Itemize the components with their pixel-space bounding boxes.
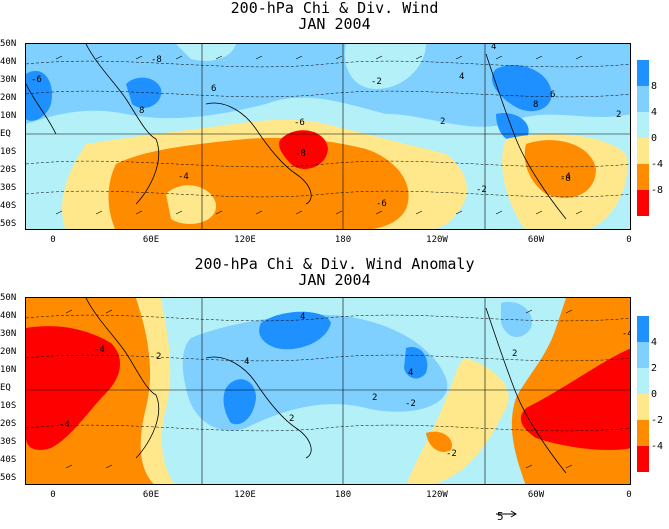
bottom-map: -4 -4 2 4 4 2 4 2 2 -2 -2 -4 [25, 297, 631, 485]
top-contour-label: -4 [178, 172, 189, 182]
top-contour-label: 2 [616, 110, 621, 120]
top-contour-label: 8 [139, 106, 144, 116]
vector-scale-arrow [496, 503, 520, 522]
top-lat-label: 20S [0, 165, 17, 175]
bottom-contour-label: -4 [59, 420, 70, 430]
top-contour-label: -2 [476, 185, 487, 195]
top-colorbar-label: -8 [651, 185, 664, 196]
top-contour-label: -8 [151, 55, 162, 65]
bottom-colorbar-label: 0 [651, 389, 658, 400]
top-contour-label: 6 [211, 84, 216, 94]
top-lat-label: 10S [0, 147, 17, 157]
bottom-lat-label: 50S [0, 473, 17, 483]
top-contour-label: 2 [440, 117, 445, 127]
bottom-lon-label: 60W [527, 490, 545, 500]
top-contour-label: 8 [533, 100, 538, 110]
top-contour-label: -8 [295, 149, 306, 159]
bottom-lon-label: 0 [50, 490, 56, 500]
bottom-lon-label: 120W [426, 490, 448, 500]
top-lat-label: EQ [0, 129, 11, 139]
bottom-lat-label: 40S [0, 455, 17, 465]
top-contour-label: 4 [459, 72, 464, 82]
top-contour-label: -6 [31, 75, 42, 85]
top-colorbar-label: 0 [651, 133, 658, 144]
top-colorbar [637, 60, 649, 216]
bottom-lat-label: 20S [0, 419, 17, 429]
bottom-colorbar-label: 2 [651, 363, 658, 374]
bottom-contour-label: 4 [300, 312, 305, 322]
bottom-contour-label: -2 [405, 399, 416, 409]
top-map: -8 -6 -4 -2 2 4 6 8 -6 -4 -8 -2 4 -6 -8 … [25, 43, 631, 230]
top-lat-label: 40N [0, 57, 17, 67]
bottom-contour-label: 2 [156, 352, 161, 362]
top-lon-label: 0 [626, 235, 632, 245]
top-lon-label: 180 [334, 235, 352, 245]
top-subtitle: JAN 2004 [298, 15, 371, 33]
top-contour-label: -8 [560, 174, 571, 184]
top-lat-label: 30N [0, 75, 17, 85]
bottom-lon-label: 120E [234, 490, 256, 500]
top-contour-label: -2 [371, 77, 382, 87]
bottom-contour-label: 2 [512, 349, 517, 359]
top-lat-label: 10N [0, 111, 17, 121]
bottom-lon-label: 60E [142, 490, 160, 500]
bottom-contour-label: 2 [289, 414, 294, 424]
top-contour-label: 6 [550, 90, 555, 100]
top-contour-label: -4 [560, 172, 571, 182]
bottom-contour-label: 4 [408, 368, 413, 378]
top-lon-label: 60W [527, 235, 545, 245]
bottom-lat-label: 30N [0, 329, 17, 339]
top-lon-label: 0 [50, 235, 56, 245]
bottom-colorbar [637, 316, 649, 472]
top-lat-label: 30S [0, 183, 17, 193]
top-lat-label: 50S [0, 219, 17, 229]
bottom-contour-label: -4 [94, 345, 105, 355]
top-lon-label: 60E [142, 235, 160, 245]
bottom-colorbar-label: -2 [651, 415, 664, 426]
bottom-contour-label: -2 [446, 449, 457, 459]
top-colorbar-label: 8 [651, 81, 658, 92]
top-lon-label: 120E [234, 235, 256, 245]
top-contour-label: 4 [491, 44, 496, 52]
top-colorbar-label: 4 [651, 107, 658, 118]
bottom-lon-label: 180 [334, 490, 352, 500]
bottom-lon-label: 0 [626, 490, 632, 500]
bottom-contour-label: 2 [372, 393, 377, 403]
bottom-colorbar-label: 4 [651, 337, 658, 348]
top-lat-label: 40S [0, 201, 17, 211]
bottom-lat-label: 10N [0, 365, 17, 375]
top-lat-label: 20N [0, 93, 17, 103]
bottom-title: 200-hPa Chi & Div. Wind Anomaly [194, 255, 475, 273]
top-lon-label: 120W [426, 235, 448, 245]
bottom-contour-label: -4 [622, 329, 631, 339]
bottom-lat-label: 10S [0, 401, 17, 411]
bottom-lat-label: EQ [0, 383, 11, 393]
bottom-lat-label: 30S [0, 437, 17, 447]
bottom-colorbar-label: -4 [651, 441, 664, 452]
bottom-contour-label: 4 [244, 357, 249, 367]
bottom-lat-label: 40N [0, 311, 17, 321]
top-lat-label: 50N [0, 39, 17, 49]
top-contour-label: -6 [294, 118, 305, 128]
bottom-lat-label: 20N [0, 347, 17, 357]
vector-scale-label: 5 [497, 510, 504, 523]
bottom-subtitle: JAN 2004 [298, 271, 371, 289]
top-title: 200-hPa Chi & Div. Wind [230, 0, 439, 17]
top-contour-label: -6 [376, 199, 387, 209]
top-colorbar-label: -4 [651, 159, 664, 170]
bottom-lat-label: 50N [0, 293, 17, 303]
